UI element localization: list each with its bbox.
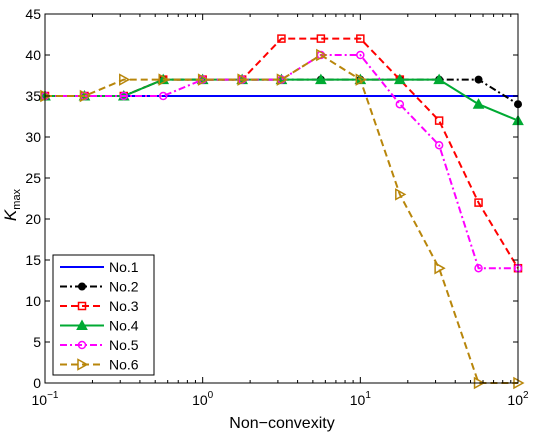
legend-item: No.3: [60, 298, 139, 314]
data-point: [79, 89, 92, 103]
data-point: [434, 261, 446, 275]
legend-item: No.4: [60, 318, 139, 334]
legend-label: No.5: [109, 337, 139, 353]
data-point: [472, 98, 485, 109]
data-point: [474, 75, 483, 84]
data-point: [277, 34, 286, 43]
x-tick-label: 100: [192, 390, 214, 408]
series-line: [45, 54, 518, 270]
legend-label: No.6: [109, 357, 139, 373]
y-tick-label: 20: [25, 211, 41, 227]
data-point: [237, 73, 249, 86]
legend-marker: [76, 319, 88, 330]
data-point: [119, 73, 131, 86]
legend-item: No.5: [60, 337, 139, 353]
data-point: [433, 73, 445, 85]
y-tick-label: 35: [25, 88, 41, 104]
data-point: [474, 263, 483, 273]
plot-frame: [44, 13, 519, 384]
legend-item: No.2: [60, 279, 139, 295]
y-tick-label: 25: [25, 170, 41, 186]
svg-text:Kmax: Kmax: [1, 188, 23, 221]
legend-marker: [77, 340, 87, 350]
data-point: [356, 34, 365, 43]
y-tick-label: 5: [33, 334, 41, 350]
y-tick-label: 10: [25, 293, 41, 309]
data-point: [434, 140, 444, 150]
data-point: [316, 48, 328, 62]
y-axis-label: Kmax: [1, 188, 23, 221]
legend-marker: [78, 282, 86, 291]
data-point: [395, 99, 405, 109]
x-tick-label: 102: [507, 390, 529, 408]
y-axis-label-main: K: [1, 209, 20, 221]
legend-label: No.1: [109, 259, 139, 275]
data-point: [315, 73, 327, 85]
legend-marker: [77, 358, 89, 371]
series-no3: [40, 34, 523, 273]
x-tick-label: 10−1: [32, 390, 59, 408]
data-point: [395, 188, 407, 201]
x-axis-label: Non−convexity: [229, 415, 334, 432]
legend-item: No.6: [60, 357, 139, 373]
data-point: [356, 50, 365, 60]
series-line: [45, 78, 519, 122]
series-line: [45, 53, 518, 384]
data-point: [474, 198, 483, 207]
y-tick-label: 0: [33, 375, 41, 391]
legend-label: No.2: [109, 279, 139, 295]
y-tick-label: 15: [25, 252, 41, 268]
data-point: [158, 73, 170, 86]
legend-marker: [77, 301, 87, 311]
y-tick-label: 45: [25, 6, 41, 22]
data-point: [158, 91, 168, 101]
x-tick-label: 101: [350, 390, 372, 408]
y-axis-label-subscript: max: [11, 188, 23, 209]
data-point: [355, 73, 367, 86]
series-line: [45, 37, 519, 269]
y-tick-label: 30: [25, 129, 41, 145]
axis-ticks: 0 5 10 15 20 25 30 35 40 45 10−1 100 101 102: [25, 6, 529, 408]
data-point: [393, 73, 406, 85]
legend-label: No.4: [109, 318, 139, 334]
data-point: [316, 34, 326, 43]
data-point: [434, 116, 444, 125]
data-point: [276, 73, 288, 86]
data-point: [119, 91, 129, 101]
y-tick-label: 40: [25, 47, 41, 63]
legend: No.1 No.2 No.3 No.4 No.5 No.6: [52, 254, 155, 376]
legend-label: No.3: [109, 298, 139, 314]
data-point: [197, 73, 210, 86]
legend-item: No.1: [60, 259, 139, 275]
legend-box: [52, 254, 155, 376]
